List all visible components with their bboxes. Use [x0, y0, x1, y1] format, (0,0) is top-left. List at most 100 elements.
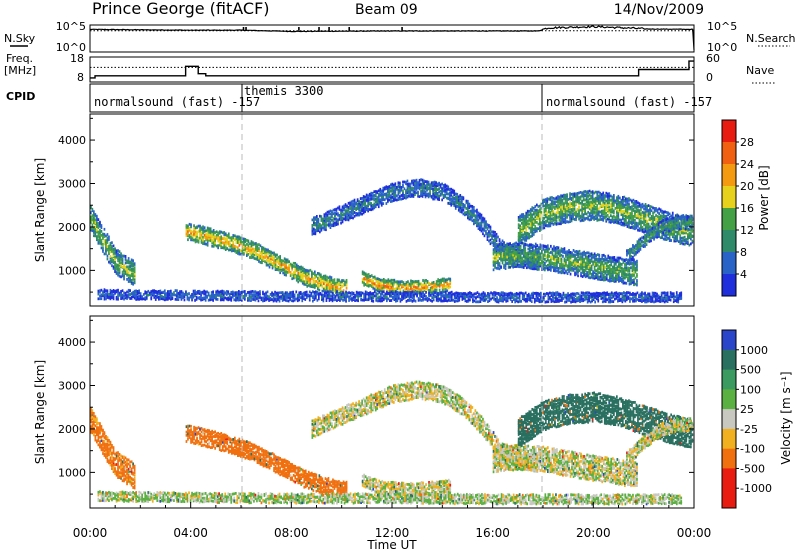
power-cell [532, 217, 535, 221]
power-cell [595, 276, 597, 279]
power-cell [320, 215, 323, 218]
power-cell [217, 244, 219, 248]
power-cell [268, 260, 271, 264]
power-cell [565, 269, 567, 273]
power-cell [279, 271, 281, 275]
power-cell [653, 207, 656, 210]
power-cell [599, 205, 602, 209]
power-cell [93, 220, 95, 224]
power-cell [234, 246, 236, 250]
power-cell [613, 266, 616, 270]
power-cell [111, 245, 113, 248]
power-cell [253, 249, 256, 253]
power-cell [563, 197, 565, 200]
power-cell [117, 268, 119, 272]
power-cell [582, 204, 585, 208]
power-cell [677, 227, 680, 231]
power-cell [346, 204, 348, 208]
power-cell [94, 230, 97, 234]
power-cell [605, 212, 608, 215]
power-cell [663, 225, 666, 229]
power-cell [435, 193, 437, 196]
power-cell [581, 257, 584, 260]
power-cell [534, 220, 537, 224]
power-cell [610, 260, 613, 264]
power-cell [653, 218, 656, 222]
power-cell [562, 269, 564, 273]
power-cell [473, 208, 475, 212]
power-cell [662, 214, 665, 217]
power-cell [361, 270, 364, 274]
power-cell [221, 237, 224, 240]
power-cell [674, 219, 677, 223]
power-cell [570, 210, 573, 213]
power-cell [573, 203, 576, 206]
power-cell [114, 266, 116, 270]
power-cell [548, 265, 551, 268]
power-cell [120, 261, 122, 265]
power-cell [523, 226, 526, 230]
power-cell [249, 249, 251, 252]
power-cell [645, 239, 648, 243]
power-cell [326, 285, 328, 288]
power-cell [111, 259, 113, 262]
power-cell [659, 222, 662, 226]
power-cell [580, 271, 582, 275]
power-cell [470, 217, 472, 221]
power-cell [223, 236, 226, 240]
power-cell [370, 282, 373, 285]
power-cell [106, 257, 109, 261]
power-cell [601, 274, 604, 278]
power-cell [454, 195, 457, 199]
power-cell [503, 243, 505, 247]
power-cell [599, 195, 602, 199]
power-cell [435, 282, 438, 286]
power-cell [218, 243, 221, 247]
power-cell [368, 194, 371, 198]
power-cell [561, 202, 564, 206]
power-cell [335, 209, 338, 213]
power-cell [378, 289, 381, 292]
power-cell [333, 282, 336, 286]
power-cell [539, 214, 541, 218]
power-cell [274, 268, 277, 271]
power-cell [586, 255, 588, 259]
power-cell [610, 258, 613, 262]
power-cell [602, 204, 605, 208]
power-cell [595, 264, 597, 267]
power-cell [638, 209, 641, 212]
power-cell [309, 268, 312, 272]
power-cell [550, 255, 552, 259]
power-cell [482, 227, 484, 231]
power-cell [441, 279, 444, 283]
power-cell [603, 201, 606, 205]
power-cell [301, 281, 304, 285]
power-cell [457, 206, 460, 209]
power-cell [506, 250, 508, 253]
power-cell [237, 252, 239, 255]
power-cell [615, 268, 617, 272]
power-cell [416, 288, 418, 291]
power-cell [599, 197, 602, 201]
nave-label: Nave [746, 64, 774, 77]
power-cell [543, 207, 546, 211]
power-cell [642, 243, 645, 247]
power-cell [247, 253, 250, 256]
power-cell [326, 223, 329, 227]
power-cell [652, 206, 654, 210]
power-cell [654, 231, 657, 234]
power-cell [586, 251, 588, 255]
power-cell [218, 230, 221, 234]
power-cell [613, 280, 616, 283]
power-cell [479, 225, 481, 229]
frequency-line [90, 60, 694, 79]
power-cell [613, 201, 615, 205]
power-cell [551, 200, 553, 204]
power-cell [114, 247, 116, 251]
power-cell [554, 269, 557, 273]
power-cell [658, 217, 660, 221]
power-cell [564, 207, 567, 211]
power-cell [390, 183, 392, 187]
power-cell [246, 239, 248, 242]
power-cell [526, 236, 529, 239]
